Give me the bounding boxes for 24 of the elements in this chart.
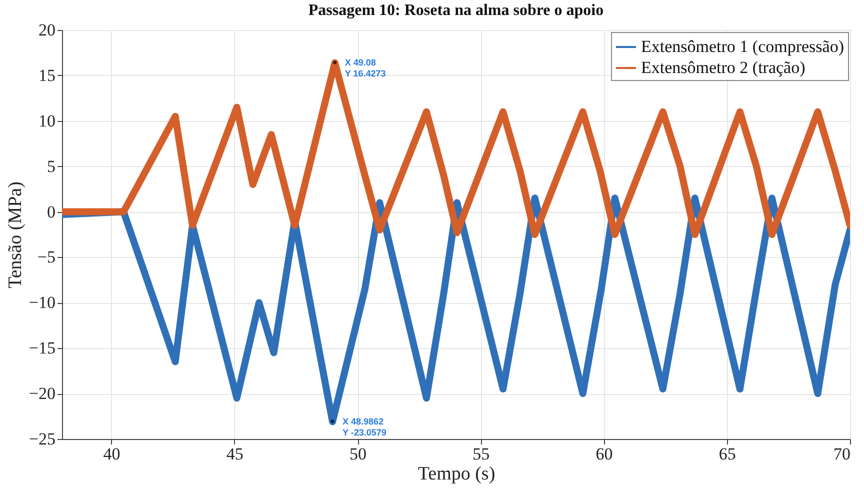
- x-tick-label: 40: [103, 444, 120, 464]
- x-tick-label: 60: [596, 444, 613, 464]
- x-tick-label: 55: [472, 444, 490, 464]
- x-tick-label: 70: [834, 444, 850, 464]
- y-tick-label: −25: [28, 430, 56, 448]
- x-tick-label: 65: [718, 444, 736, 464]
- y-axis-title: Tensão (MPa): [4, 182, 26, 288]
- y-tick-label: −5: [37, 248, 56, 267]
- annotation: X 48.9862 Y -23.0579: [342, 416, 386, 438]
- y-tick-label: 0: [47, 202, 56, 222]
- legend-label: Extensômetro 1 (compressão): [641, 37, 844, 56]
- y-tick-label: −15: [28, 338, 56, 358]
- y-tick-label: −20: [28, 384, 56, 404]
- x-tick-label: 45: [226, 444, 244, 464]
- x-tick-label: 50: [350, 444, 366, 464]
- y-tick-label: 5: [47, 156, 56, 176]
- y-tick-label: −10: [28, 293, 56, 312]
- annotation: X 49.08 Y 16.4273: [344, 57, 386, 78]
- y-tick-label: 15: [38, 66, 56, 85]
- x-axis-title: Tempo (s): [418, 464, 496, 484]
- y-tick-label: 10: [38, 111, 56, 130]
- legend-label: Extensômetro 2 (tração): [641, 58, 806, 77]
- chart-title: Passagem 10: Roseta na alma sobre o apoio: [308, 2, 604, 19]
- y-tick-label: 20: [38, 20, 56, 40]
